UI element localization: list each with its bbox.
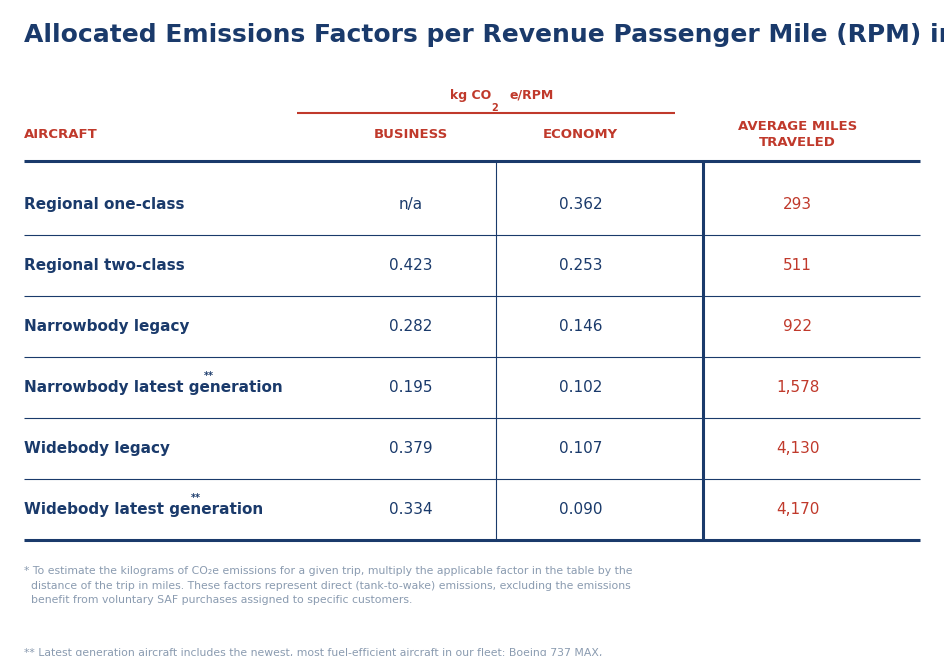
Text: **: ** (203, 371, 213, 380)
Text: Allocated Emissions Factors per Revenue Passenger Mile (RPM) in 2023*: Allocated Emissions Factors per Revenue … (24, 23, 944, 47)
Text: Narrowbody legacy: Narrowbody legacy (24, 319, 189, 334)
Text: Widebody latest generation: Widebody latest generation (24, 502, 262, 517)
Text: AVERAGE MILES
TRAVELED: AVERAGE MILES TRAVELED (738, 120, 857, 149)
Text: ** Latest generation aircraft includes the newest, most fuel-efficient aircraft : ** Latest generation aircraft includes t… (24, 648, 611, 656)
Text: 0.379: 0.379 (389, 441, 432, 456)
Text: ECONOMY: ECONOMY (543, 128, 618, 141)
Text: Widebody legacy: Widebody legacy (24, 441, 170, 456)
Text: 0.107: 0.107 (559, 441, 602, 456)
Text: 511: 511 (784, 258, 812, 273)
Text: 1,578: 1,578 (776, 380, 819, 395)
Text: 0.090: 0.090 (559, 502, 602, 517)
Text: 0.146: 0.146 (559, 319, 602, 334)
Text: 0.102: 0.102 (559, 380, 602, 395)
Text: 4,170: 4,170 (776, 502, 819, 517)
Text: Narrowbody latest generation: Narrowbody latest generation (24, 380, 282, 395)
Text: **: ** (191, 493, 200, 502)
Text: e/RPM: e/RPM (510, 89, 554, 102)
Text: 0.195: 0.195 (389, 380, 432, 395)
Text: 922: 922 (784, 319, 812, 334)
Text: 2: 2 (491, 104, 497, 113)
Text: 0.282: 0.282 (389, 319, 432, 334)
Text: kg CO: kg CO (449, 89, 491, 102)
Text: 0.362: 0.362 (559, 197, 602, 212)
Text: 293: 293 (784, 197, 812, 212)
Text: 0.253: 0.253 (559, 258, 602, 273)
Text: 0.423: 0.423 (389, 258, 432, 273)
Text: Regional one-class: Regional one-class (24, 197, 184, 212)
Text: * To estimate the kilograms of CO₂e emissions for a given trip, multiply the app: * To estimate the kilograms of CO₂e emis… (24, 566, 632, 605)
Text: 0.334: 0.334 (389, 502, 432, 517)
Text: AIRCRAFT: AIRCRAFT (24, 128, 97, 141)
Text: BUSINESS: BUSINESS (374, 128, 447, 141)
Text: n/a: n/a (398, 197, 423, 212)
Text: 4,130: 4,130 (776, 441, 819, 456)
Text: Regional two-class: Regional two-class (24, 258, 184, 273)
